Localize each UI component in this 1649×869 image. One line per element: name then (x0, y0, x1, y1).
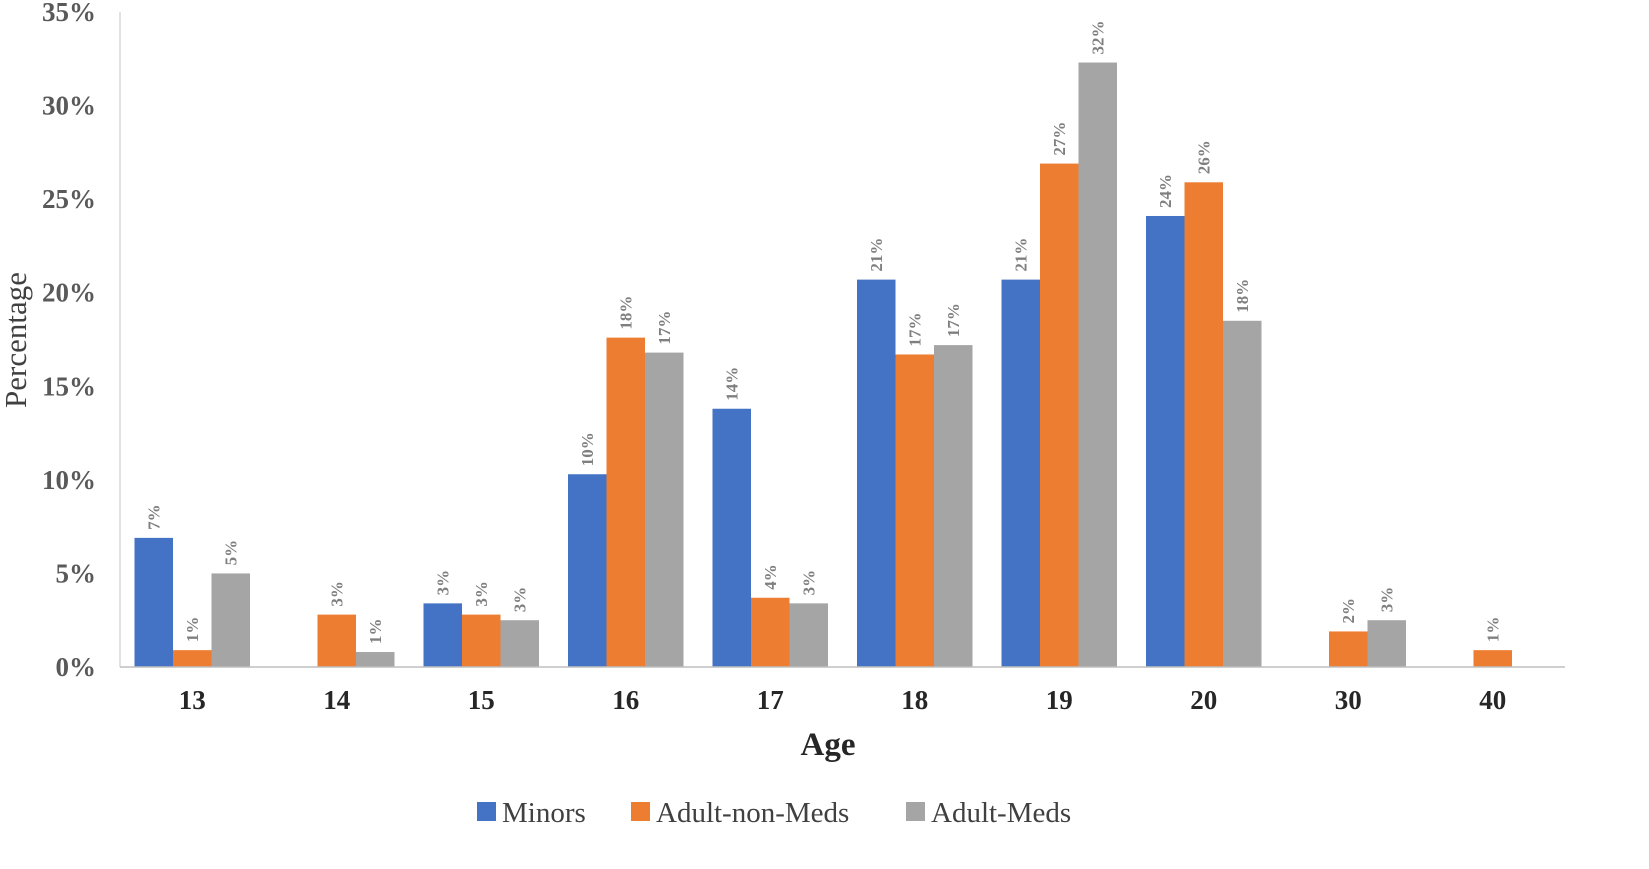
data-label: 5% (222, 540, 241, 566)
data-label: 21% (867, 238, 886, 272)
y-tick-label: 0% (56, 652, 97, 682)
bar-adult-meds-14 (356, 652, 395, 667)
legend-label: Adult-Meds (931, 797, 1071, 829)
x-axis-title: Age (801, 727, 856, 763)
bar-minors-13 (134, 537, 173, 667)
data-label: 2% (1339, 598, 1358, 624)
y-tick-label: 10% (42, 465, 96, 495)
data-label: 3% (511, 587, 530, 613)
bar-minors-19 (1001, 279, 1040, 667)
x-tick-label: 14 (323, 685, 350, 715)
y-tick-label: 20% (42, 278, 96, 308)
x-tick-label: 19 (1046, 685, 1073, 715)
bar-adult-non-meds-18 (895, 354, 934, 667)
bar-adult-meds-18 (934, 345, 973, 667)
y-tick-label: 15% (42, 371, 96, 401)
bar-adult-non-meds-20 (1184, 182, 1223, 668)
legend: Minors Adult-non-Meds Adult-Meds (477, 797, 1071, 829)
data-label: 17% (906, 312, 925, 346)
data-label: 4% (761, 564, 780, 590)
y-axis-title: Percentage (0, 272, 33, 408)
bar-minors-16 (568, 474, 607, 667)
legend-label: Minors (502, 797, 586, 829)
data-label: 17% (944, 303, 963, 337)
data-label: 7% (145, 504, 164, 530)
y-tick-label: 35% (42, 0, 96, 27)
data-label: 14% (723, 367, 742, 401)
x-tick-label: 17 (757, 685, 784, 715)
bar-adult-non-meds-15 (462, 614, 501, 667)
y-tick-label: 5% (56, 558, 97, 588)
bar-adult-meds-15 (500, 620, 539, 667)
x-tick-label: 40 (1479, 685, 1506, 715)
data-label: 3% (1378, 587, 1397, 613)
bar-adult-non-meds-16 (606, 337, 645, 667)
bar-minors-18 (857, 279, 896, 667)
bar-adult-meds-17 (789, 603, 828, 667)
data-label: 32% (1089, 21, 1108, 55)
bar-adult-meds-13 (211, 573, 250, 667)
y-axis-ticks: 0% 5% 10% 15% 20% 25% 30% 35% (42, 0, 96, 682)
y-tick-label: 30% (42, 91, 96, 121)
data-label: 21% (1012, 238, 1031, 272)
data-label: 1% (183, 617, 202, 643)
data-label: 3% (328, 581, 347, 607)
bar-adult-meds-20 (1223, 320, 1262, 667)
data-label: 10% (578, 432, 597, 466)
x-tick-label: 15 (468, 685, 495, 715)
bar-adult-meds-16 (645, 352, 684, 667)
bar-adult-non-meds-17 (751, 597, 790, 667)
legend-swatch (631, 802, 650, 821)
bar-adult-non-meds-14 (317, 614, 356, 667)
bar-adult-non-meds-30 (1329, 631, 1368, 667)
data-label: 3% (472, 581, 491, 607)
data-label: 24% (1156, 174, 1175, 208)
legend-label: Adult-non-Meds (656, 797, 849, 829)
bars-group: 7% 1% 5% 3% 1% 3% 3% 3% 10% 18% 17% 14% 4% 3% 21% 17% 17… (134, 21, 1512, 668)
data-label: 3% (434, 570, 453, 596)
bar-adult-meds-30 (1367, 620, 1406, 667)
y-tick-label: 25% (42, 184, 96, 214)
data-label: 1% (366, 619, 385, 645)
bar-minors-15 (423, 603, 462, 667)
bar-adult-non-meds-19 (1040, 163, 1079, 668)
x-tick-label: 16 (612, 685, 639, 715)
data-label: 27% (1050, 122, 1069, 156)
bar-minors-20 (1146, 215, 1185, 667)
legend-swatch (477, 802, 496, 821)
legend-swatch (906, 802, 925, 821)
data-label: 26% (1195, 140, 1214, 174)
x-tick-label: 18 (901, 685, 928, 715)
bar-adult-non-meds-40 (1473, 650, 1512, 667)
x-tick-label: 20 (1190, 685, 1217, 715)
data-label: 1% (1484, 617, 1503, 643)
x-tick-label: 30 (1335, 685, 1362, 715)
data-label: 18% (1233, 279, 1252, 313)
data-label: 18% (617, 296, 636, 330)
data-label: 17% (655, 311, 674, 345)
bar-minors-17 (712, 408, 751, 667)
data-label: 3% (800, 570, 819, 596)
bar-adult-meds-19 (1078, 62, 1117, 668)
x-axis-ticks: 13 14 15 16 17 18 19 20 30 40 (179, 685, 1507, 715)
bar-adult-non-meds-13 (173, 650, 212, 667)
x-tick-label: 13 (179, 685, 206, 715)
